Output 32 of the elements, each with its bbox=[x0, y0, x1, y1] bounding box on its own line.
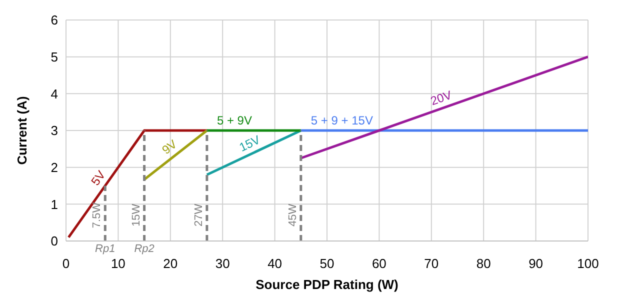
x-tick-label: 80 bbox=[476, 256, 491, 272]
text: 9V bbox=[159, 137, 180, 158]
text: 20V bbox=[428, 88, 454, 108]
x-tick-label: 0 bbox=[62, 256, 70, 272]
y-axis-title: Current (A) bbox=[14, 96, 30, 165]
x-tick-label: 20 bbox=[163, 256, 178, 272]
x-tick-label: 10 bbox=[110, 256, 126, 272]
x-tick-label: 70 bbox=[424, 256, 439, 272]
text: 15V bbox=[237, 132, 262, 154]
y-tick-label: 2 bbox=[50, 160, 58, 175]
y-tick-label: 3 bbox=[50, 123, 58, 138]
annotation: 27W bbox=[192, 203, 205, 227]
x-tick-label: 60 bbox=[372, 256, 386, 272]
annotation: Rp1 bbox=[95, 243, 116, 255]
y-tick-label: 5 bbox=[50, 49, 58, 64]
annotation: 7.5W bbox=[91, 202, 104, 228]
x-tick-label: 90 bbox=[528, 256, 544, 272]
x-tick-label: 40 bbox=[268, 256, 282, 272]
annotation: 15W bbox=[130, 203, 142, 227]
x-tick-label: 30 bbox=[215, 256, 230, 272]
series-label: 5 + 9 + 15V bbox=[310, 114, 373, 128]
annotation: Rp2 bbox=[134, 243, 154, 255]
text: 5V bbox=[88, 168, 108, 188]
annotation: 45W bbox=[286, 203, 299, 227]
x-tick-label: 100 bbox=[577, 256, 599, 272]
y-tick-label: 0 bbox=[50, 234, 58, 249]
x-axis-title: Source PDP Rating (W) bbox=[256, 277, 398, 292]
series-label: 5 + 9V bbox=[216, 114, 252, 128]
x-tick-label: 50 bbox=[320, 256, 334, 272]
y-tick-label: 6 bbox=[50, 12, 58, 28]
y-tick-label: 1 bbox=[50, 196, 58, 212]
y-tick-label: 4 bbox=[50, 86, 58, 102]
